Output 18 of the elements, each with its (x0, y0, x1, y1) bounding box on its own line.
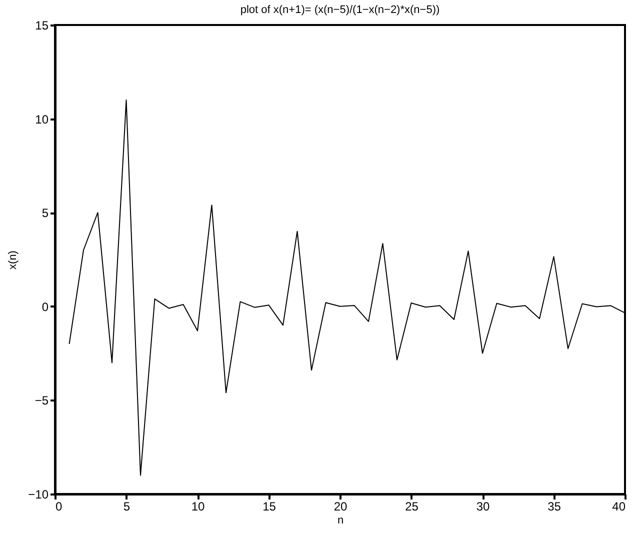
x-tick-label: 10 (191, 500, 205, 514)
y-tick-label: 0 (42, 300, 49, 314)
x-tick-label: 40 (612, 500, 626, 514)
chart-title: plot of x(n+1)= (x(n−5)/(1−x(n−2)*x(n−5)) (240, 4, 440, 16)
x-tick-label: 15 (262, 500, 276, 514)
x-tick-label: 20 (334, 500, 348, 514)
y-axis-title: x(n) (7, 250, 20, 270)
y-tick-label: −5 (34, 394, 49, 408)
x-tick-label: 30 (476, 500, 490, 514)
x-tick-label: 0 (56, 500, 62, 514)
x-tick-label: 35 (548, 500, 562, 514)
y-tick-label: 15 (35, 18, 49, 32)
y-tick-label: 5 (42, 206, 49, 220)
y-tick-label: −10 (28, 488, 49, 502)
y-tick-label: 10 (35, 112, 49, 126)
x-tick-label: 25 (405, 500, 419, 514)
x-axis-title: n (337, 514, 344, 526)
x-tick-label: 5 (123, 500, 130, 514)
